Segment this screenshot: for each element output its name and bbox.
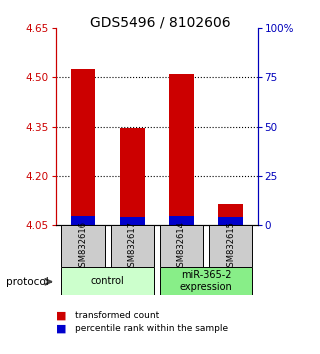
Bar	[61, 225, 105, 267]
Text: GSM832617: GSM832617	[128, 221, 137, 272]
Text: GSM832616: GSM832616	[78, 221, 88, 272]
Bar	[160, 267, 252, 295]
Bar	[111, 225, 154, 267]
Bar	[120, 217, 145, 225]
Bar	[160, 225, 203, 267]
Bar	[218, 217, 243, 225]
Bar	[120, 128, 145, 225]
Text: GSM832614: GSM832614	[177, 221, 186, 272]
Text: transformed count: transformed count	[75, 311, 159, 320]
Bar	[209, 225, 252, 267]
Text: percentile rank within the sample: percentile rank within the sample	[75, 324, 228, 333]
Text: miR-365-2
expression: miR-365-2 expression	[180, 270, 232, 292]
Text: ■: ■	[56, 324, 67, 333]
Text: ■: ■	[56, 311, 67, 321]
Bar	[169, 216, 194, 225]
Text: protocol: protocol	[6, 277, 49, 287]
Bar	[218, 204, 243, 225]
Bar	[71, 216, 95, 225]
Bar	[169, 74, 194, 225]
Bar	[61, 267, 154, 295]
Text: GSM832615: GSM832615	[226, 221, 235, 272]
Text: control: control	[91, 276, 124, 286]
Text: GDS5496 / 8102606: GDS5496 / 8102606	[90, 16, 230, 30]
Bar	[71, 69, 95, 225]
